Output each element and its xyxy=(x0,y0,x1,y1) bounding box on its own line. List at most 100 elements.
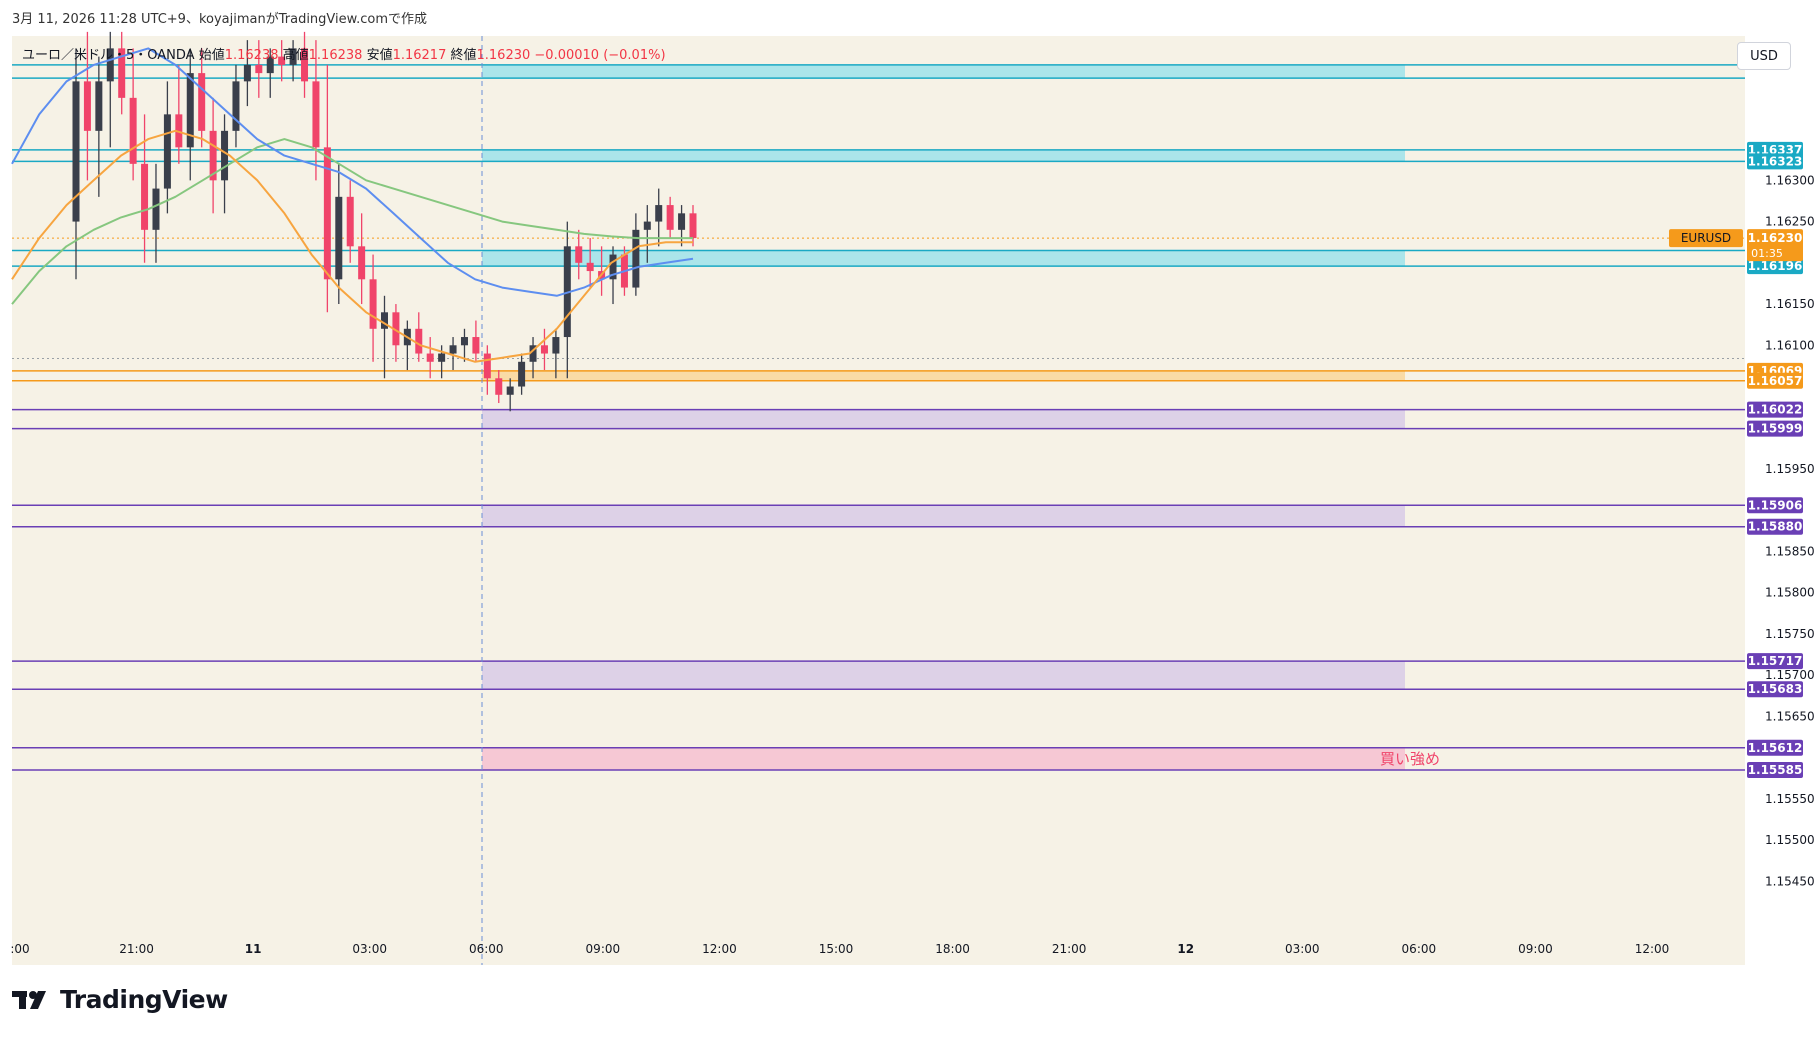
candle-body xyxy=(575,246,583,263)
candle-body xyxy=(346,196,354,247)
candle-body xyxy=(438,353,446,362)
zone-rect[interactable] xyxy=(482,409,1405,429)
symbol-tag xyxy=(1669,229,1743,248)
brand-name: TradingView xyxy=(60,985,228,1014)
open-label: 始値 xyxy=(198,48,225,63)
zone-price-tag xyxy=(1747,401,1803,418)
tradingview-logo-icon xyxy=(12,990,46,1009)
price-tick-label: 1.15750 xyxy=(1765,627,1815,641)
axis-corner xyxy=(1745,937,1805,965)
candle-body xyxy=(552,337,560,354)
price-tick-label: 1.15850 xyxy=(1765,544,1815,558)
candle-body xyxy=(540,345,548,354)
zone-price-tag xyxy=(1747,518,1803,535)
zone-price-label: 1.15683 xyxy=(1748,682,1803,696)
zone-rect[interactable] xyxy=(482,661,1405,690)
countdown-label: 01:35 xyxy=(1751,247,1783,260)
candle-body xyxy=(392,312,400,346)
candle-body xyxy=(495,378,503,395)
open-value: 1.16238 xyxy=(224,48,279,63)
zone-price-label: 1.16022 xyxy=(1748,403,1803,417)
zone-price-tag xyxy=(1747,258,1803,275)
candle-body xyxy=(95,81,103,131)
legend-symbol[interactable]: ユーロ／米ドル・5・OANDA xyxy=(22,48,195,63)
candle-body xyxy=(152,188,160,230)
candle-body xyxy=(72,81,80,222)
candle-body xyxy=(221,130,229,181)
low-value: 1.16217 xyxy=(392,48,447,63)
candle-body xyxy=(678,213,686,230)
zone-price-tag xyxy=(1747,762,1803,779)
candle-body xyxy=(518,361,526,387)
price-tick-label: 1.15800 xyxy=(1765,586,1815,600)
symbol-tag-label: EURUSD xyxy=(1681,231,1731,245)
time-tick-label: :00 xyxy=(10,942,29,956)
time-tick-label: 12:00 xyxy=(1635,942,1670,956)
zone-rect[interactable] xyxy=(482,370,1405,381)
time-tick-label: 21:00 xyxy=(119,942,154,956)
candle-body xyxy=(358,246,366,280)
candle-body xyxy=(243,64,251,82)
zone-price-label: 1.15717 xyxy=(1748,654,1803,668)
zone-price-tag xyxy=(1747,739,1803,756)
candle-body xyxy=(198,73,206,131)
chart-caption: 3月 11, 2026 11:28 UTC+9、koyajimanがTradin… xyxy=(12,12,427,27)
low-label: 安値 xyxy=(366,48,393,63)
time-tick-label: 09:00 xyxy=(586,942,621,956)
zone-rect[interactable] xyxy=(482,250,1405,267)
price-tick-label: 1.15650 xyxy=(1765,709,1815,723)
ma-slow-line xyxy=(11,138,693,305)
candle-body xyxy=(301,48,309,82)
zone-rect[interactable] xyxy=(482,747,1405,771)
candle-body xyxy=(426,353,434,362)
zone-price-label: 1.15999 xyxy=(1748,422,1803,436)
zone-price-label: 1.16337 xyxy=(1748,143,1803,157)
ma-fast-line xyxy=(11,129,693,363)
candle-body xyxy=(369,279,377,329)
zone-price-label: 1.15906 xyxy=(1748,498,1803,512)
candle-body xyxy=(163,114,171,189)
candle-body xyxy=(141,163,149,230)
zone-annotation: 買い強め xyxy=(1380,750,1440,768)
time-tick-label: 21:00 xyxy=(1052,942,1087,956)
price-tick-label: 1.15950 xyxy=(1765,462,1815,476)
current-price-label: 1.16230 xyxy=(1748,231,1803,245)
price-tick-label: 1.15700 xyxy=(1765,668,1815,682)
zone-rect[interactable] xyxy=(482,64,1405,79)
candle-body xyxy=(632,229,640,288)
zone-price-label: 1.15585 xyxy=(1748,763,1803,777)
zone-price-tag xyxy=(1747,653,1803,670)
candle-body xyxy=(460,337,468,346)
ma-mid-line xyxy=(11,47,694,297)
currency-button[interactable]: USD xyxy=(1737,42,1791,70)
candle-body xyxy=(209,130,217,181)
high-label: 高値 xyxy=(282,48,309,63)
price-tick-label: 1.16300 xyxy=(1765,173,1815,187)
time-tick-label: 12:00 xyxy=(702,942,737,956)
candle-body xyxy=(483,353,491,379)
current-price-tag xyxy=(1747,229,1803,262)
candle-body xyxy=(609,254,617,280)
time-tick-label: 15:00 xyxy=(819,942,854,956)
price-chart[interactable]: 1.163371.163231.162151.161961.160691.160… xyxy=(0,0,1815,980)
candle-body xyxy=(666,205,674,230)
zone-price-tag xyxy=(1747,497,1803,514)
zone-rect[interactable] xyxy=(482,505,1405,527)
candle-body xyxy=(255,64,263,74)
candle-body xyxy=(449,345,457,354)
time-tick-label: 06:00 xyxy=(469,942,504,956)
zone-price-label: 1.15880 xyxy=(1748,520,1803,534)
time-tick-label: 11 xyxy=(245,942,262,956)
candle-body xyxy=(232,81,240,131)
candle-body xyxy=(415,328,423,354)
price-tick-label: 1.16150 xyxy=(1765,297,1815,311)
tradingview-logo: TradingView xyxy=(12,985,228,1014)
zone-price-label: 1.16323 xyxy=(1748,154,1803,168)
zone-price-tag xyxy=(1747,153,1803,170)
zone-rect[interactable] xyxy=(482,149,1405,162)
zone-price-label: 1.15612 xyxy=(1748,741,1803,755)
candle-body xyxy=(186,73,194,148)
candle-body xyxy=(323,147,331,280)
change-value: −0.00010 (−0.01%) xyxy=(534,48,666,63)
price-tick-label: 1.16250 xyxy=(1765,215,1815,229)
